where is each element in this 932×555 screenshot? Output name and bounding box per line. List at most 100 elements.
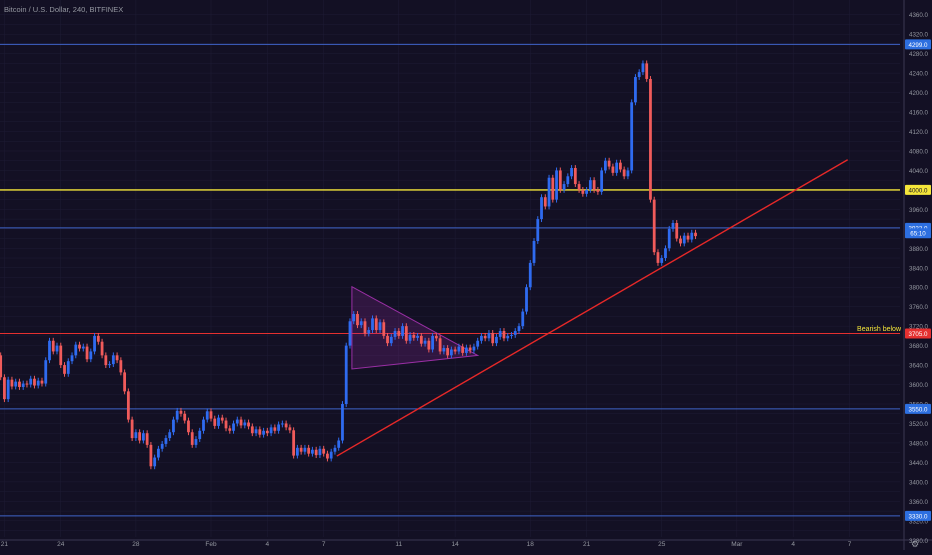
- candle-up: [626, 170, 630, 177]
- candle-down: [119, 360, 123, 373]
- candle-down: [51, 340, 55, 352]
- candle-up: [615, 162, 619, 173]
- price-tag-red: [905, 328, 931, 339]
- candle-up: [352, 313, 356, 322]
- candle-down: [491, 332, 495, 344]
- x-tick-label: 21: [583, 541, 591, 548]
- candle-down: [419, 335, 423, 344]
- candle-up: [318, 448, 322, 456]
- candle-down: [438, 338, 442, 352]
- y-tick-label: 3640.0: [909, 363, 928, 370]
- candle-up: [660, 258, 664, 263]
- candle-up: [6, 379, 10, 400]
- candle-down: [551, 177, 555, 200]
- candle-down: [213, 418, 217, 426]
- y-tick-label: 4240.0: [909, 71, 928, 78]
- candle-up: [235, 419, 239, 424]
- y-tick-label: 3400.0: [909, 479, 928, 486]
- candle-down: [483, 335, 487, 339]
- candle-up: [487, 332, 491, 339]
- candle-up: [254, 429, 258, 434]
- candle-down: [596, 189, 600, 192]
- x-tick-label: 18: [527, 541, 535, 548]
- candle-down: [404, 326, 408, 341]
- chart-title: Bitcoin / U.S. Dollar, 240, BITFINEX: [4, 5, 123, 14]
- gear-icon[interactable]: ⚙: [911, 539, 919, 549]
- current-price-tag: [905, 228, 931, 239]
- candle-down: [434, 335, 438, 339]
- y-tick-label: 4200.0: [909, 90, 928, 97]
- candle-down: [288, 427, 292, 431]
- candle-up: [393, 331, 397, 337]
- price-tag-label: 4299.0: [909, 42, 928, 49]
- candle-up: [348, 321, 352, 346]
- candle-up: [570, 168, 573, 177]
- candle-down: [675, 222, 679, 239]
- candle-up: [517, 326, 521, 332]
- candle-up: [21, 383, 25, 387]
- y-tick-label: 3280.0: [909, 538, 928, 545]
- candle-up: [111, 355, 115, 365]
- candle-up: [66, 361, 70, 374]
- candle-down: [247, 422, 250, 427]
- candle-down: [18, 381, 21, 387]
- candle-up: [671, 222, 675, 229]
- candle-down: [96, 335, 100, 342]
- candles: [0, 60, 697, 470]
- y-tick-label: 3840.0: [909, 265, 928, 272]
- candle-up: [465, 347, 468, 353]
- candle-up: [555, 170, 558, 200]
- candle-down: [145, 433, 149, 445]
- candle-up: [29, 378, 33, 385]
- candle-up: [74, 344, 78, 356]
- candle-down: [40, 380, 44, 384]
- candle-down: [611, 166, 615, 173]
- candle-up: [202, 419, 205, 431]
- candle-down: [363, 321, 367, 334]
- candle-up: [532, 241, 536, 263]
- candle-down: [25, 383, 29, 385]
- candle-up: [457, 346, 461, 352]
- candle-down: [0, 355, 3, 378]
- x-tick-label: 28: [132, 541, 140, 548]
- y-tick-label: 4160.0: [909, 110, 928, 117]
- candle-up: [344, 345, 348, 405]
- y-tick-label: 3800.0: [909, 285, 928, 292]
- x-tick-label: 14: [452, 541, 460, 548]
- x-tick-label: 21: [1, 541, 9, 548]
- candle-up: [44, 360, 48, 384]
- candle-up: [280, 423, 284, 425]
- candle-up: [262, 430, 265, 435]
- trendline: [336, 159, 848, 457]
- candle-up: [667, 228, 671, 249]
- candle-up: [431, 335, 435, 350]
- candle-up: [205, 411, 209, 420]
- y-tick-label: 3880.0: [909, 246, 928, 253]
- candle-up: [401, 326, 404, 336]
- y-tick-label: 4280.0: [909, 51, 928, 58]
- y-tick-label: 3960.0: [909, 207, 928, 214]
- candle-up: [55, 345, 59, 352]
- x-tick-label: 7: [848, 541, 852, 548]
- price-tag-blue: [905, 39, 931, 50]
- candle-up: [449, 349, 453, 356]
- candle-up: [108, 364, 111, 366]
- candle-up: [536, 219, 540, 242]
- candle-up: [630, 102, 634, 171]
- candle-down: [656, 252, 660, 263]
- candle-down: [649, 78, 652, 200]
- y-tick-label: 3760.0: [909, 304, 928, 311]
- level-annotation: Bearish below: [857, 326, 902, 333]
- candle-up: [416, 335, 419, 338]
- candle-up: [371, 318, 374, 331]
- candle-down: [461, 346, 465, 353]
- y-tick-label: 3720.0: [909, 324, 928, 331]
- candle-up: [562, 184, 566, 190]
- candle-down: [126, 391, 130, 420]
- candle-down: [187, 420, 190, 433]
- candle-down: [679, 238, 682, 244]
- candle-down: [33, 378, 36, 386]
- candle-up: [588, 180, 592, 190]
